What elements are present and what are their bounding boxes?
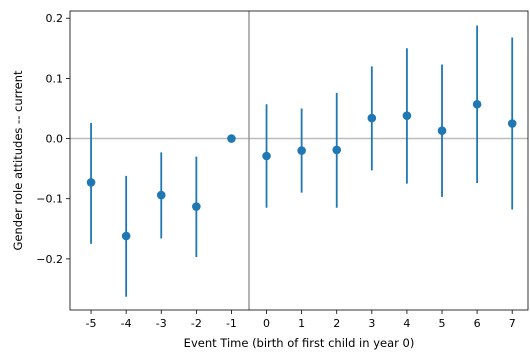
reference-lines (70, 11, 528, 310)
data-point (297, 146, 306, 155)
data-point (507, 119, 517, 128)
plot-frame (69, 10, 529, 311)
x-tick-label: 5 (439, 317, 446, 330)
x-tick-label: 2 (333, 317, 340, 330)
data-point (402, 111, 412, 120)
data-point (367, 113, 377, 123)
x-axis-ticks: -5 -4 -3 -2 -1 0 1 2 3 4 5 6 7 (86, 310, 516, 330)
x-tick-label: -1 (226, 317, 237, 330)
x-tick-label: 0 (263, 317, 270, 330)
y-axis-label: Gender role attitudes -- current (11, 70, 25, 250)
data-point (472, 99, 482, 109)
data-point (156, 190, 166, 200)
x-tick-label: 6 (474, 317, 481, 330)
y-tick-label: −0.2 (36, 253, 63, 266)
data-point (262, 151, 271, 161)
data-point (332, 145, 342, 155)
y-tick-label: 0.1 (46, 72, 64, 85)
x-tick-label: -5 (86, 317, 97, 330)
x-axis-label: Event Time (birth of first child in year… (184, 336, 415, 350)
x-tick-label: 7 (509, 317, 516, 330)
y-tick-label: −0.1 (36, 193, 63, 206)
data-point (121, 231, 131, 241)
x-tick-label: -3 (156, 317, 167, 330)
y-tick-label: 0.2 (46, 12, 64, 25)
x-tick-label: -2 (191, 317, 202, 330)
x-tick-label: -4 (121, 317, 132, 330)
y-axis-ticks: −0.2 −0.1 0.0 0.1 0.2 (36, 12, 70, 266)
x-tick-label: 4 (403, 317, 410, 330)
error-bars (90, 25, 514, 297)
x-tick-label: 1 (298, 317, 305, 330)
data-point (192, 202, 201, 211)
x-tick-label: 3 (368, 317, 375, 330)
data-point (437, 126, 447, 136)
data-points (86, 99, 517, 241)
data-point (227, 134, 236, 143)
y-tick-label: 0.0 (46, 133, 64, 146)
data-point (86, 178, 96, 187)
